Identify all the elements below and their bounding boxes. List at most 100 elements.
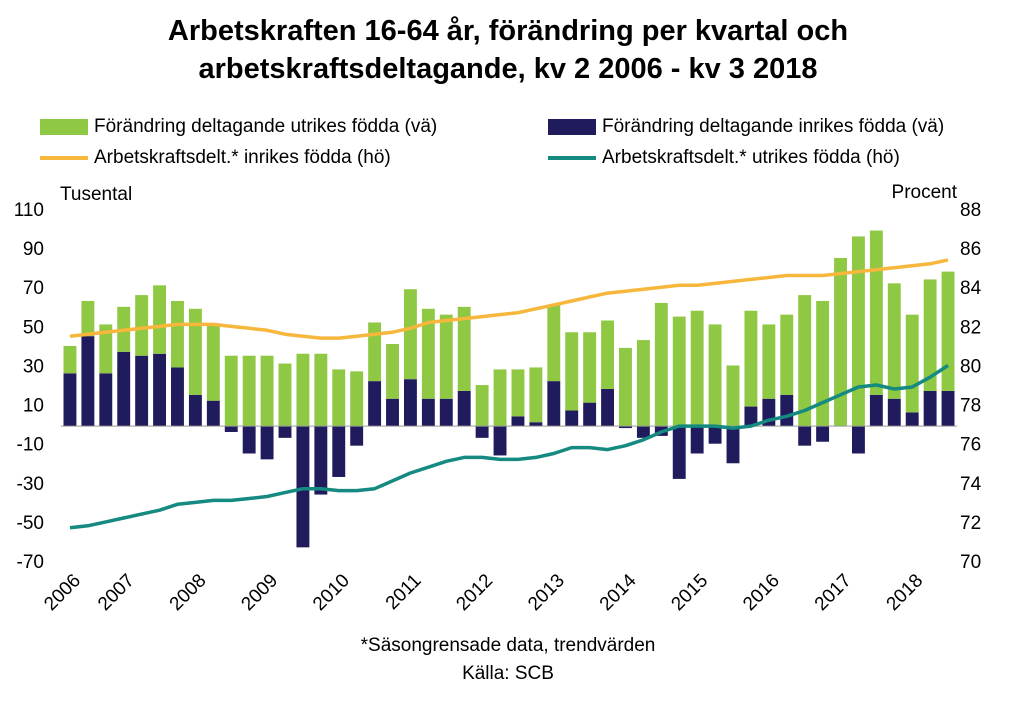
bar bbox=[457, 390, 471, 427]
x-tick-label: 2015 bbox=[667, 570, 712, 615]
y2-axis-label: Procent bbox=[892, 182, 958, 203]
x-tick-label: 2013 bbox=[524, 570, 569, 615]
bar bbox=[242, 426, 256, 454]
bar bbox=[206, 324, 220, 401]
bar bbox=[63, 373, 77, 427]
y2-tick-label: 86 bbox=[960, 239, 981, 260]
bar bbox=[869, 230, 883, 395]
bar bbox=[923, 279, 937, 391]
bar bbox=[99, 324, 113, 374]
x-tick-label: 2012 bbox=[452, 570, 497, 615]
y-tick-label: -30 bbox=[17, 474, 44, 495]
y-tick-label: -70 bbox=[17, 552, 44, 573]
source: Källa: SCB bbox=[462, 663, 554, 684]
y-tick-label: -50 bbox=[17, 513, 44, 534]
bar bbox=[260, 426, 274, 460]
bar bbox=[99, 373, 113, 427]
bar bbox=[153, 353, 167, 427]
bar bbox=[887, 398, 901, 427]
bar bbox=[511, 369, 525, 417]
bar bbox=[708, 426, 722, 444]
bar bbox=[636, 340, 650, 427]
bar bbox=[798, 426, 812, 446]
legend-label: Arbetskraftsdelt.* inrikes födda (hö) bbox=[94, 147, 391, 168]
bar bbox=[726, 426, 740, 464]
bar bbox=[171, 300, 184, 368]
bar bbox=[439, 314, 453, 399]
y2-tick-label: 74 bbox=[960, 474, 982, 495]
x-tick-label: 2011 bbox=[382, 570, 426, 614]
bar bbox=[403, 379, 417, 427]
bar bbox=[869, 394, 883, 427]
y-tick-label: 110 bbox=[14, 200, 44, 221]
chart-title: Arbetskraften 16-64 år, förändring per k… bbox=[167, 15, 849, 85]
y2-tick-label: 80 bbox=[960, 356, 981, 377]
bar bbox=[780, 394, 794, 427]
x-tick-label: 2006 bbox=[40, 570, 85, 615]
bar bbox=[421, 398, 435, 427]
bar bbox=[780, 314, 794, 395]
bar bbox=[171, 367, 184, 427]
bar bbox=[368, 322, 382, 382]
bar bbox=[601, 320, 615, 389]
bar bbox=[565, 410, 579, 427]
bar bbox=[224, 426, 238, 432]
bar bbox=[798, 295, 812, 427]
bar bbox=[816, 426, 830, 442]
footnote: *Säsongrensade data, trendvärden bbox=[361, 635, 656, 656]
bar bbox=[386, 398, 399, 427]
bar bbox=[834, 257, 847, 427]
bar bbox=[224, 355, 238, 427]
bar bbox=[708, 324, 722, 427]
bar bbox=[63, 345, 77, 374]
bar bbox=[744, 310, 758, 407]
bar bbox=[762, 324, 776, 399]
bar bbox=[672, 316, 686, 427]
bar bbox=[457, 306, 471, 391]
bar bbox=[744, 406, 758, 427]
legend-label: Arbetskraftsdelt.* utrikes födda (hö) bbox=[602, 147, 900, 168]
bar bbox=[511, 416, 525, 427]
bar bbox=[368, 381, 382, 427]
bar bbox=[636, 426, 650, 438]
bar bbox=[350, 371, 364, 427]
x-tick-label: 2008 bbox=[166, 570, 211, 615]
bar bbox=[726, 365, 740, 427]
bar bbox=[475, 385, 489, 427]
y2-tick-label: 78 bbox=[960, 396, 981, 417]
bar bbox=[529, 367, 543, 423]
x-tick-label: 2017 bbox=[811, 570, 856, 615]
bar bbox=[905, 314, 919, 413]
x-tick-label: 2009 bbox=[237, 570, 282, 615]
legend-label: Förändring deltagande inrikes födda (vä) bbox=[602, 116, 944, 137]
bar bbox=[601, 388, 615, 427]
x-tick-label: 2016 bbox=[739, 570, 784, 615]
bar bbox=[887, 283, 901, 399]
x-tick-label: 2018 bbox=[883, 570, 928, 615]
legend-label: Förändring deltagande utrikes födda (vä) bbox=[94, 116, 437, 137]
y2-tick-label: 88 bbox=[960, 200, 981, 221]
x-tick-label: 2010 bbox=[309, 570, 354, 615]
y2-tick-label: 76 bbox=[960, 435, 981, 456]
bar bbox=[135, 295, 149, 356]
bar bbox=[135, 355, 149, 427]
bar bbox=[350, 426, 364, 446]
y-tick-label: 70 bbox=[23, 278, 44, 299]
bar bbox=[278, 363, 292, 427]
bar bbox=[332, 426, 346, 477]
bar bbox=[583, 332, 597, 403]
bar bbox=[403, 289, 417, 380]
y2-tick-label: 70 bbox=[960, 552, 981, 573]
y-tick-label: 90 bbox=[23, 239, 44, 260]
bar bbox=[583, 402, 597, 427]
bar bbox=[188, 308, 202, 395]
bar bbox=[565, 332, 579, 411]
bar bbox=[242, 355, 256, 427]
bar bbox=[475, 426, 489, 438]
bar bbox=[439, 398, 453, 427]
bar bbox=[941, 390, 955, 427]
bar bbox=[314, 426, 328, 495]
bar bbox=[386, 343, 399, 399]
